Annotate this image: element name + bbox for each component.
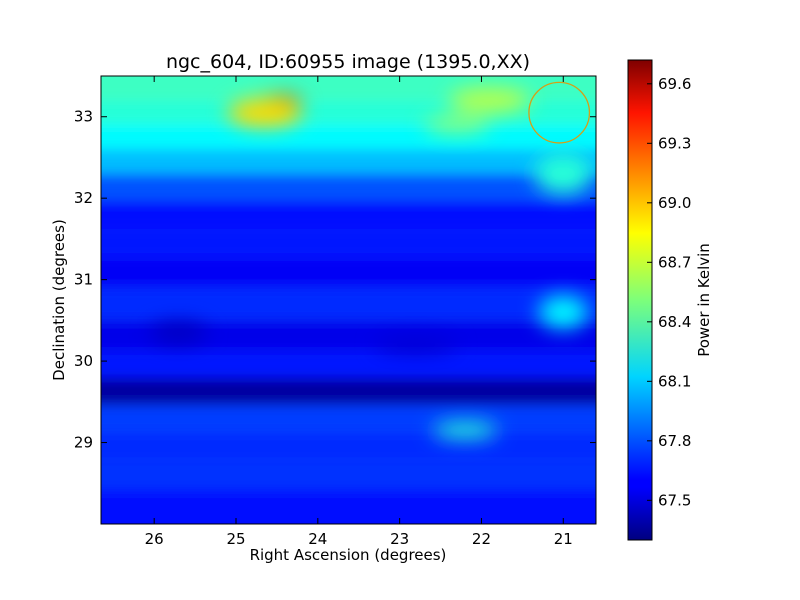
heatmap-band <box>101 489 596 524</box>
colorbar-label: Power in Kelvin <box>695 243 713 357</box>
beam-circle <box>528 81 591 144</box>
x-tick-label: 25 <box>226 530 245 548</box>
y-tick-label: 29 <box>74 434 93 452</box>
colorbar-tick-label: 69.3 <box>658 134 691 152</box>
colorbar-tick-label: 68.4 <box>658 313 691 331</box>
heatmap-band <box>101 378 596 406</box>
heatmap-band <box>101 124 596 150</box>
heatmap-band <box>101 350 596 379</box>
x-axis-label: Right Ascension (degrees) <box>250 546 447 564</box>
colorbar-tick-label: 68.1 <box>658 372 691 390</box>
heatmap-band <box>101 149 596 174</box>
heatmap-features <box>150 88 592 439</box>
y-tick-label: 31 <box>74 271 93 289</box>
heatmap-band <box>101 257 596 288</box>
heatmap-band <box>101 100 596 125</box>
heatmap-band <box>101 287 596 321</box>
heatmap-band <box>101 200 596 229</box>
heatmap-feature <box>375 336 457 353</box>
y-tick-label: 30 <box>74 352 93 370</box>
heatmap-band <box>101 405 596 433</box>
colorbar-tick-label: 67.5 <box>658 491 691 509</box>
heatmap-band <box>101 460 596 490</box>
heatmap-feature <box>424 116 490 134</box>
colorbar-ticks: 67.5 67.8 68.1 68.4 68.7 69.0 69.3 69.6 <box>647 75 691 509</box>
x-tick-label: 26 <box>145 530 164 548</box>
heatmap-area <box>101 76 596 524</box>
heatmap-band <box>101 173 596 201</box>
y-axis-ticks: 29 30 31 32 33 <box>74 108 596 452</box>
y-axis-label: Declination (degrees) <box>50 219 68 381</box>
y-tick-label: 32 <box>74 189 93 207</box>
y-tick-label: 33 <box>74 108 93 126</box>
heatmap-feature <box>448 88 531 113</box>
heatmap-band <box>101 228 596 258</box>
colorbar-tick-label: 67.8 <box>658 432 691 450</box>
heatmap-band <box>101 432 596 461</box>
colorbar-tick-label: 68.7 <box>658 253 691 271</box>
plot-frame <box>100 75 597 525</box>
colorbar-tick-label: 69.6 <box>658 75 691 93</box>
heatmap-feature <box>538 295 588 329</box>
heatmap-feature <box>150 322 208 343</box>
heatmap-feature <box>534 153 592 195</box>
x-tick-label: 21 <box>554 530 573 548</box>
colorbar-tick-label: 69.0 <box>658 194 691 212</box>
x-tick-label: 24 <box>308 530 327 548</box>
heatmap-feature <box>432 422 498 439</box>
heatmap-feature <box>227 98 302 127</box>
colorbar <box>627 59 653 541</box>
chart-title: ngc_604, ID:60955 image (1395.0,XX) <box>166 51 530 73</box>
x-axis-ticks: 26 25 24 23 22 21 <box>145 76 573 548</box>
heatmap-bands <box>101 76 596 524</box>
x-tick-label: 23 <box>390 530 409 548</box>
x-tick-label: 22 <box>472 530 491 548</box>
